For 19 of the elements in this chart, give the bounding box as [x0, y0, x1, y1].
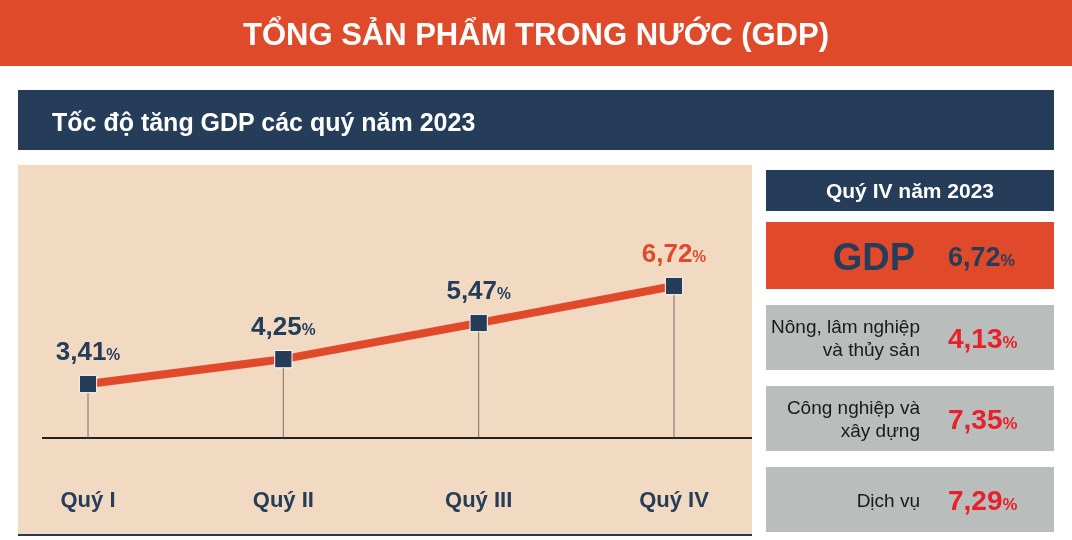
data-label: 3,41%	[55, 336, 121, 366]
text: 4,13%	[948, 322, 1018, 354]
chart-title: TỔNG SẢN PHẨM TRONG NƯỚC (GDP)	[242, 16, 830, 52]
category-label: Công nghiệp và xây dựng	[786, 397, 921, 441]
chart-subtitle: Tốc độ tăng GDP các quý năm 2023	[52, 108, 476, 136]
data-label: 6,72%	[641, 238, 707, 268]
text: 6,72%	[948, 241, 1015, 272]
data-label: 5,47%	[446, 275, 512, 306]
category-label: GDP	[832, 235, 915, 278]
text: 7,29%	[948, 484, 1018, 516]
category-label: Dịch vụ	[856, 489, 920, 511]
text: 7,35%	[948, 403, 1018, 435]
data-label: 4,25%	[251, 311, 316, 342]
x-tick-label: Quý I	[60, 487, 116, 512]
text: Quý IV năm 2023	[825, 179, 995, 202]
category-label: Nông, lâm nghiệp và thủy sản	[771, 316, 920, 360]
x-tick-label: Quý II	[252, 487, 314, 512]
x-tick-label: Quý IV	[639, 487, 710, 512]
x-tick-label: Quý III	[445, 487, 513, 512]
